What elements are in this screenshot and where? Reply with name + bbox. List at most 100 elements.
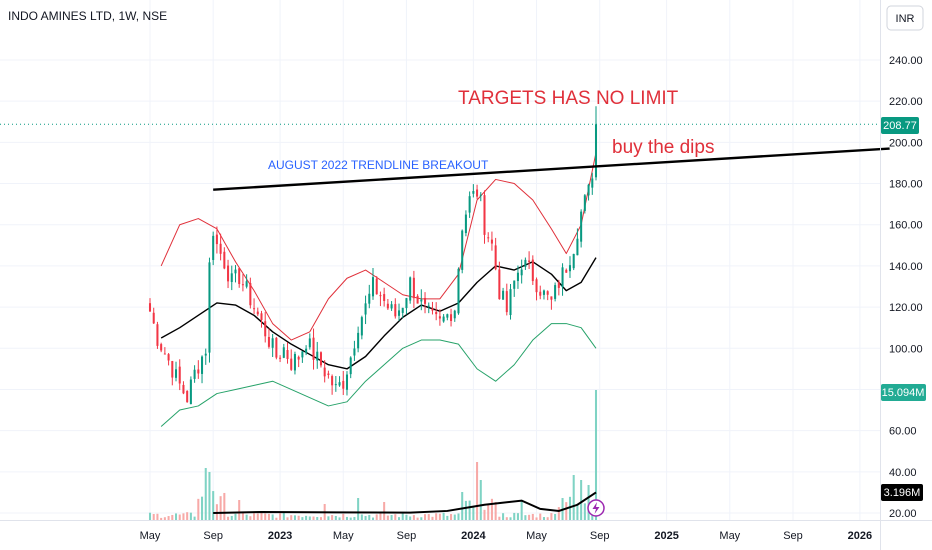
volume-bar-35	[279, 513, 282, 520]
volume-bar-44	[312, 516, 315, 520]
volume-bar-62	[379, 512, 382, 520]
volume-bar-60	[371, 517, 375, 520]
price-tick-label-0: 240.00	[889, 55, 923, 67]
volume-bar-102	[528, 514, 531, 520]
volume-bar-41	[301, 517, 304, 520]
candle-body-91	[487, 237, 490, 239]
candle-body-30	[260, 313, 263, 321]
volume-bar-27	[249, 516, 252, 520]
volume-bar-95	[502, 513, 505, 520]
volume-bar-87	[472, 506, 475, 520]
volume-bar-86	[468, 500, 471, 520]
time-tick-label-1: Sep	[203, 530, 223, 542]
volume-bars	[148, 390, 598, 520]
volume-bar-116	[580, 480, 583, 520]
volume-ma-label: 3.196M	[884, 487, 921, 499]
candle-body-85	[464, 214, 467, 234]
flash-event-icon[interactable]	[587, 499, 605, 517]
candle-body-101	[524, 259, 527, 267]
volume-bar-55	[353, 517, 356, 520]
volume-ma-line	[213, 491, 597, 514]
volume-bar-53	[345, 516, 349, 520]
volume-bar-103	[531, 513, 534, 520]
candle-body-34	[275, 337, 278, 358]
volume-bar-68	[401, 512, 404, 520]
volume-bar-23	[234, 513, 237, 520]
candle-body-39	[293, 353, 296, 371]
volume-bar-38	[290, 515, 293, 520]
candle-body-59	[368, 293, 371, 304]
volume-bar-112	[565, 502, 568, 520]
time-tick-label-3: May	[333, 530, 354, 542]
candle-body-56	[357, 332, 360, 349]
candle-body-105	[539, 291, 542, 296]
bollinger-upper-line	[160, 152, 597, 341]
volume-bar-61	[375, 514, 378, 520]
candle-body-113	[568, 265, 572, 272]
candle-body-104	[535, 279, 538, 293]
volume-bar-21	[227, 516, 230, 520]
volume-bar-72	[416, 517, 419, 520]
volume-bar-81	[450, 514, 453, 520]
volume-bar-77	[435, 513, 438, 520]
candle-body-112	[565, 269, 568, 273]
candle-body-38	[290, 358, 293, 370]
volume-bar-76	[431, 516, 434, 520]
price-tick-label-4: 160.00	[889, 220, 923, 232]
volume-bar-83	[457, 513, 460, 520]
candle-body-100	[520, 269, 523, 276]
candle-body-84	[461, 230, 464, 270]
volume-bar-66	[394, 514, 397, 520]
candle-body-53	[345, 374, 349, 390]
volume-bar-105	[539, 513, 542, 520]
price-tick-label-9: 60.00	[889, 426, 917, 438]
candle-body-63	[383, 294, 386, 302]
candle-body-60	[371, 277, 375, 297]
currency-button[interactable]: INR	[886, 5, 924, 31]
candle-body-99	[516, 272, 519, 282]
volume-bar-78	[438, 513, 441, 520]
time-axis[interactable]: May Sep 2023 May Sep 2024 May Sep 2025 May Sep 2026	[0, 520, 932, 543]
time-tick-label-8: 2025	[654, 530, 678, 542]
candle-body-41	[301, 351, 304, 358]
volume-bar-48	[327, 516, 330, 520]
volume-ma-badge: 3.196M	[881, 484, 923, 501]
volume-bar-14	[201, 496, 204, 520]
volume-bar-3	[160, 517, 163, 520]
time-tick-label-5: 2024	[461, 530, 486, 542]
candle-body-35	[279, 357, 282, 359]
volume-bar-97	[509, 517, 512, 520]
volume-bar-84	[461, 492, 464, 520]
candle-body-18	[215, 234, 218, 245]
candle-body-49	[331, 376, 334, 386]
candle-body-12	[193, 369, 196, 379]
candle-body-87	[472, 191, 475, 194]
volume-bar-37	[286, 517, 289, 520]
volume-bar-56	[357, 498, 360, 520]
candle-body-46	[319, 352, 322, 366]
volume-bar-106	[542, 517, 545, 520]
volume-bar-36	[282, 512, 285, 520]
candle-body-10	[186, 390, 189, 403]
candle-body-4	[163, 353, 166, 355]
candle-body-7	[174, 369, 178, 378]
volume-bar-69	[405, 514, 408, 520]
volume-bar-33	[271, 514, 274, 520]
symbol-title: INDO AMINES LTD, 1W, NSE	[8, 9, 167, 23]
volume-bar-28	[253, 513, 256, 520]
candle-body-109	[554, 285, 557, 299]
candle-body-22	[230, 273, 233, 283]
volume-bar-92	[490, 498, 493, 520]
volume-bar-90	[483, 509, 486, 520]
candle-body-86	[468, 196, 471, 213]
candle-body-79	[442, 316, 445, 322]
volume-bar-42	[305, 515, 308, 520]
volume-bar-16	[208, 472, 211, 520]
candle-body-92	[490, 239, 493, 244]
volume-bar-80	[446, 515, 449, 520]
volume-ma-polyline	[213, 491, 597, 514]
candle-body-88	[476, 189, 479, 197]
candle-body-67	[397, 310, 401, 316]
